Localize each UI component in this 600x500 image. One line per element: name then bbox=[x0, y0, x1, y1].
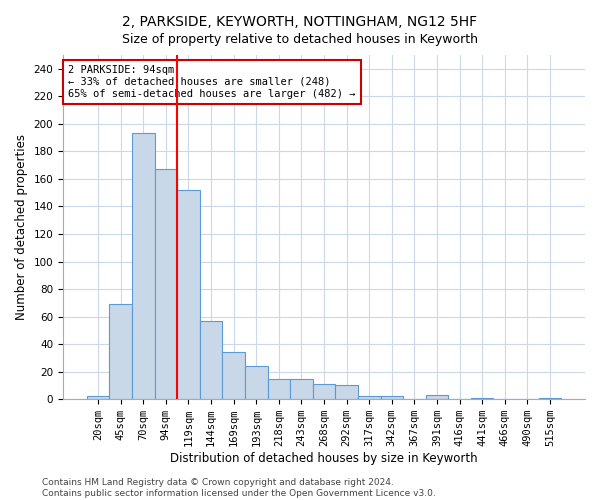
Bar bbox=[313, 384, 335, 399]
Bar bbox=[358, 396, 380, 399]
Bar bbox=[87, 396, 109, 399]
Bar bbox=[223, 352, 245, 399]
Bar bbox=[290, 378, 313, 399]
Bar bbox=[471, 398, 493, 399]
Bar bbox=[335, 386, 358, 399]
Bar bbox=[200, 320, 223, 399]
Bar bbox=[380, 396, 403, 399]
Text: Size of property relative to detached houses in Keyworth: Size of property relative to detached ho… bbox=[122, 32, 478, 46]
Bar bbox=[132, 134, 155, 399]
Text: 2, PARKSIDE, KEYWORTH, NOTTINGHAM, NG12 5HF: 2, PARKSIDE, KEYWORTH, NOTTINGHAM, NG12 … bbox=[122, 15, 478, 29]
Bar bbox=[109, 304, 132, 399]
X-axis label: Distribution of detached houses by size in Keyworth: Distribution of detached houses by size … bbox=[170, 452, 478, 465]
Bar bbox=[539, 398, 561, 399]
Bar bbox=[245, 366, 268, 399]
Bar bbox=[177, 190, 200, 399]
Bar bbox=[425, 395, 448, 399]
Y-axis label: Number of detached properties: Number of detached properties bbox=[15, 134, 28, 320]
Bar bbox=[155, 170, 177, 399]
Text: 2 PARKSIDE: 94sqm
← 33% of detached houses are smaller (248)
65% of semi-detache: 2 PARKSIDE: 94sqm ← 33% of detached hous… bbox=[68, 66, 356, 98]
Text: Contains HM Land Registry data © Crown copyright and database right 2024.
Contai: Contains HM Land Registry data © Crown c… bbox=[42, 478, 436, 498]
Bar bbox=[268, 378, 290, 399]
